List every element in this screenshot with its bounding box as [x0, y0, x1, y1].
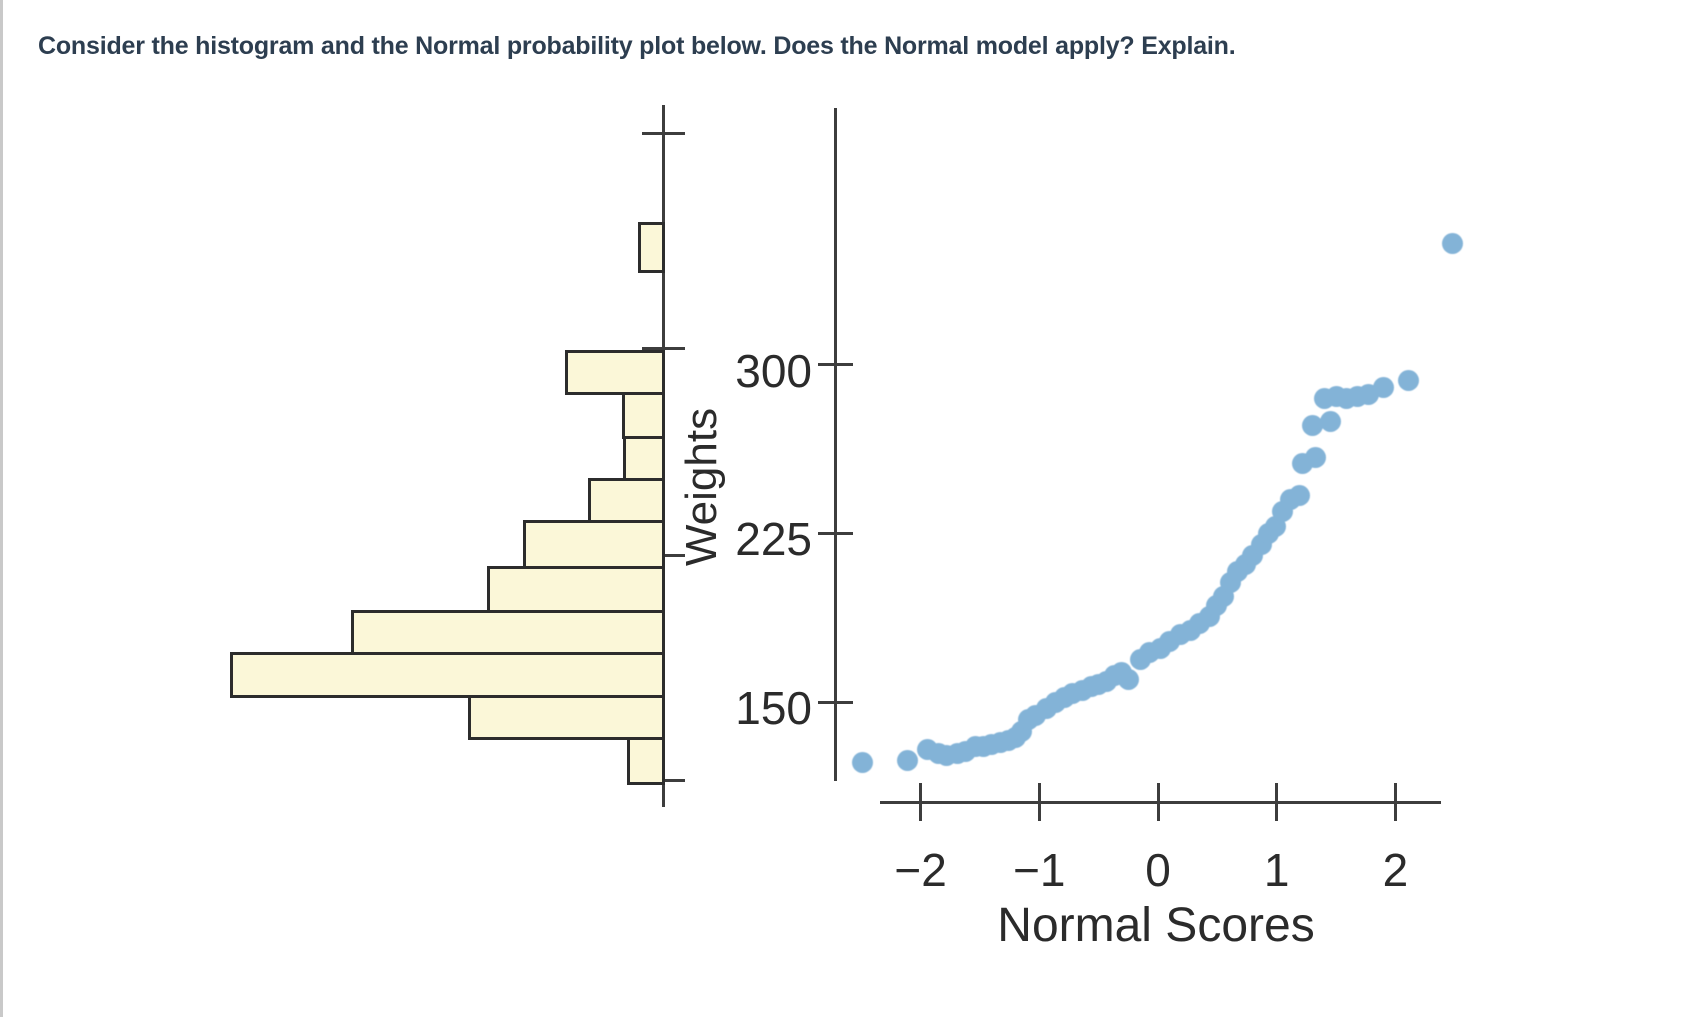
qq-x-tick-label: 1: [1263, 844, 1290, 896]
qq-y-tick-label: 225: [735, 513, 812, 566]
histogram-bar: [627, 737, 665, 785]
qq-x-tick-label: −1: [1013, 844, 1066, 896]
qq-x-axis-tick: [1156, 783, 1160, 821]
qq-point: [1117, 669, 1139, 691]
qq-x-tick-label: −2: [894, 844, 947, 896]
qq-x-axis-tick: [919, 783, 923, 821]
qq-y-axis-spine: [833, 108, 837, 781]
qq-x-axis-tick: [1275, 783, 1279, 821]
qq-point: [1305, 446, 1327, 468]
qq-point: [1301, 415, 1323, 437]
qq-x-tick-label: 2: [1382, 844, 1409, 896]
histogram-bar: [468, 695, 665, 740]
qq-x-tick-label: 0: [1145, 844, 1171, 896]
qq-point: [1288, 484, 1310, 506]
qq-y-axis-tick: [818, 700, 853, 704]
qq-point: [851, 752, 873, 774]
qq-point: [1319, 410, 1341, 432]
x-axis-label-normal-scores: Normal Scores: [997, 899, 1315, 952]
qq-x-axis-tick: [1393, 783, 1397, 821]
histogram-bar: [565, 350, 665, 395]
qq-y-tick-label: 300: [735, 344, 812, 397]
qq-y-tick-label: 150: [735, 682, 812, 734]
question-text: Consider the histogram and the Normal pr…: [38, 32, 1236, 60]
qq-point: [1397, 370, 1419, 392]
qq-point: [1441, 233, 1463, 255]
qq-point: [1373, 376, 1395, 398]
histogram-bar: [230, 652, 665, 698]
histogram-axis-tick: [642, 346, 685, 350]
qq-y-axis-tick: [818, 531, 853, 535]
histogram-axis-tick: [642, 131, 685, 135]
qq-x-axis: [880, 800, 1441, 804]
histogram-bar: [638, 222, 665, 273]
page-left-border: [0, 0, 3, 1017]
qq-point: [897, 749, 919, 771]
qq-y-axis-tick: [818, 363, 853, 367]
qq-x-axis-tick: [1037, 783, 1041, 821]
